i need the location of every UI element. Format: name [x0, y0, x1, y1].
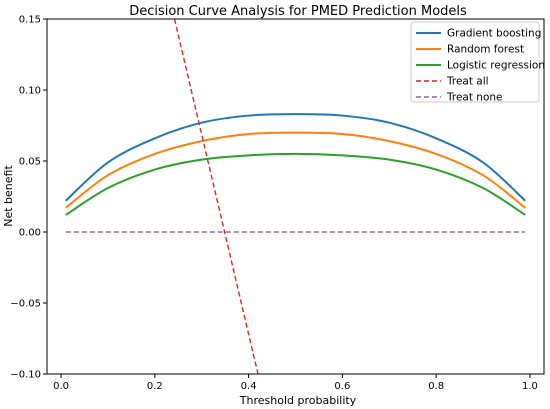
y-axis-label: Net benefit — [2, 165, 15, 227]
series-group — [65, 19, 526, 374]
x-tick-label: 0.2 — [147, 381, 163, 392]
x-tick-label: 1.0 — [522, 381, 538, 392]
series-line-logistic-regression — [65, 152, 526, 216]
series-line-treat-all — [173, 19, 259, 374]
x-tick-label: 0.4 — [241, 381, 257, 392]
y-axis-ticks: −0.10 −0.05 0.00 0.05 0.10 0.15 — [10, 15, 47, 381]
legend: Gradient boosting Random forest Logistic r… — [410, 21, 545, 104]
legend-entry-label: Logistic regression — [447, 60, 545, 72]
legend-entry-label: Gradient boosting — [447, 28, 541, 40]
legend-frame — [410, 21, 540, 103]
y-tick-label: 0.05 — [19, 157, 41, 168]
x-axis-label: Threshold probability — [239, 394, 357, 407]
x-tick-label: 0.6 — [334, 381, 350, 392]
y-tick-label: 0.15 — [19, 15, 41, 26]
x-tick-label: 0.8 — [428, 381, 444, 392]
legend-entry-label: Treat all — [446, 76, 489, 88]
series-line-random-forest — [65, 131, 526, 209]
chart-title: Decision Curve Analysis for PMED Predict… — [129, 4, 467, 19]
series-line-gradient-boosting — [65, 113, 526, 202]
y-tick-label: 0.10 — [19, 86, 41, 97]
y-tick-label: −0.10 — [10, 370, 41, 381]
y-tick-label: 0.00 — [19, 228, 41, 239]
y-tick-label: −0.05 — [10, 299, 41, 310]
legend-entry-label: Treat none — [446, 92, 503, 104]
legend-entry-label: Random forest — [447, 44, 524, 56]
x-axis-ticks: 0.0 0.2 0.4 0.6 0.8 1.0 — [53, 374, 538, 392]
plot-area — [46, 18, 545, 375]
plot-frame — [46, 18, 545, 375]
x-tick-label: 0.0 — [53, 381, 69, 392]
